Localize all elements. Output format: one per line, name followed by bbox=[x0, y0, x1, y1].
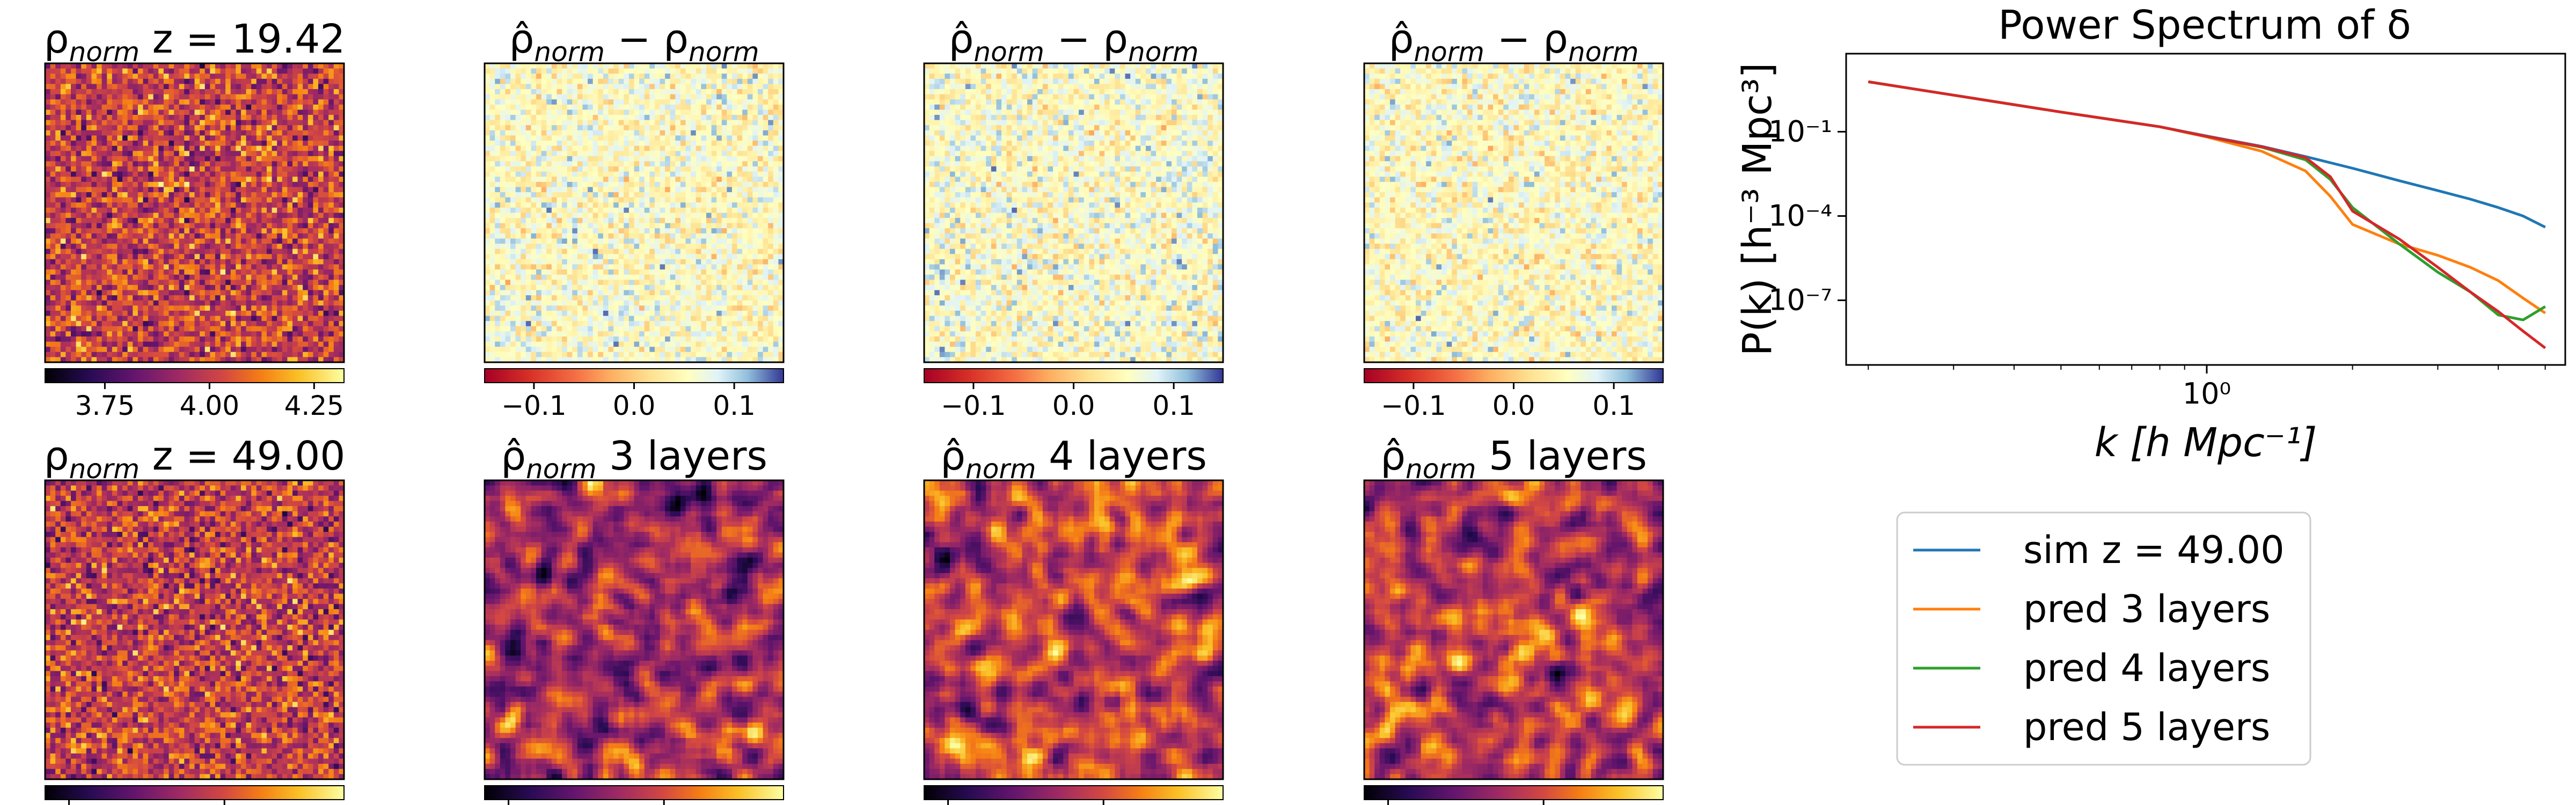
panel-title: ρ̂norm 4 layers bbox=[940, 433, 1207, 485]
heatmap bbox=[924, 480, 1224, 780]
heatmap-frame bbox=[484, 62, 785, 363]
colorbar-tick-label: −0.1 bbox=[941, 390, 1006, 421]
panel-title: ρnorm z = 49.00 bbox=[44, 433, 346, 485]
image-panels: ρnorm z = 19.42 3.75 4.00 4.25 ρ̂norm − ρnor… bbox=[44, 16, 1664, 805]
heatmap-frame bbox=[44, 479, 345, 780]
colorbar-tick-label: 0.0 bbox=[1052, 390, 1095, 421]
series-line-1 bbox=[1868, 80, 2546, 229]
colorbar-tick-label: 0.1 bbox=[1152, 390, 1195, 421]
heatmap bbox=[1364, 63, 1664, 363]
x-tick-label: 10⁰ bbox=[2183, 377, 2231, 411]
colorbar-tick-label: 0.0 bbox=[1492, 390, 1535, 421]
legend-label-3: pred 4 layers bbox=[2023, 646, 2270, 690]
heatmap-frame bbox=[1363, 479, 1664, 780]
heatmap bbox=[924, 63, 1224, 363]
heatmap bbox=[45, 63, 345, 363]
panel-top-2: ρ̂norm − ρnorm −0.1 0.0 0.1 bbox=[484, 16, 785, 421]
panel-bottom-2: ρ̂norm 3 layers bbox=[484, 433, 785, 805]
panel-title: ρ̂norm 3 layers bbox=[501, 433, 767, 485]
heatmap bbox=[485, 480, 784, 780]
panel-title: ρnorm z = 19.42 bbox=[44, 16, 346, 68]
y-tick-label: 10⁻¹ bbox=[1768, 114, 1832, 148]
colorbar-tick-label: 3.75 bbox=[75, 390, 135, 421]
heatmap-frame bbox=[484, 479, 785, 780]
colorbar bbox=[1364, 368, 1664, 383]
legend-frame bbox=[1896, 511, 2311, 766]
series-line-2 bbox=[1868, 80, 2546, 314]
panel-top-3: ρ̂norm − ρnorm −0.1 0.0 0.1 bbox=[923, 16, 1224, 421]
colorbar bbox=[484, 368, 784, 383]
y-axis-label: P(k) [h⁻³ Mpc³] bbox=[1735, 63, 1781, 356]
chart-title: Power Spectrum of δ bbox=[1998, 2, 2411, 48]
legend-label-2: pred 3 layers bbox=[2023, 587, 2270, 631]
series-line-3 bbox=[1868, 80, 2546, 321]
panel-title: ρ̂norm − ρnorm bbox=[509, 16, 759, 68]
x-axis-label: k [h Mpc⁻¹] bbox=[2095, 420, 2317, 466]
panel-top-4: ρ̂norm − ρnorm −0.1 0.0 0.1 bbox=[1363, 16, 1664, 421]
colorbar-tick-label: 4.25 bbox=[284, 390, 344, 421]
heatmap-frame bbox=[923, 62, 1224, 363]
heatmap-frame bbox=[44, 62, 345, 363]
colorbar bbox=[45, 368, 345, 383]
panel-top-1: ρnorm z = 19.42 3.75 4.00 4.25 bbox=[44, 16, 346, 421]
series-line-4 bbox=[1868, 80, 2546, 349]
heatmap-frame bbox=[1363, 62, 1664, 363]
colorbar bbox=[45, 785, 345, 800]
legend-label-4: pred 5 layers bbox=[2023, 705, 2270, 749]
chart-legend: sim z = 49.00 pred 3 layers pred 4 layers p… bbox=[1896, 511, 2311, 766]
colorbar-tick-label: 4.00 bbox=[180, 390, 239, 421]
panel-title: ρ̂norm − ρnorm bbox=[948, 16, 1198, 68]
heatmap bbox=[1364, 480, 1664, 780]
colorbar-tick-label: −0.1 bbox=[1381, 390, 1446, 421]
chart-axes-frame bbox=[1845, 53, 2566, 366]
colorbar-tick-label: 0.1 bbox=[713, 390, 756, 421]
colorbar bbox=[924, 785, 1224, 800]
y-tick-label: 10⁻⁴ bbox=[1768, 199, 1832, 232]
colorbar bbox=[484, 785, 784, 800]
chart-series-lines bbox=[1868, 80, 2546, 349]
heatmap bbox=[485, 63, 784, 363]
colorbar bbox=[1364, 785, 1664, 800]
power-spectrum-chart: Power Spectrum of δ 10⁰ 10⁻¹ 10⁻⁴ 10⁻⁷ k [h… bbox=[1735, 2, 2566, 466]
heatmap bbox=[45, 480, 345, 780]
panel-bottom-1: ρnorm z = 49.00 bbox=[44, 433, 346, 805]
y-tick-label: 10⁻⁷ bbox=[1768, 283, 1832, 317]
panel-title: ρ̂norm 5 layers bbox=[1380, 433, 1647, 485]
legend-items: sim z = 49.00 pred 3 layers pred 4 layers p… bbox=[1913, 528, 2285, 749]
panel-bottom-4: ρ̂norm 5 layers bbox=[1363, 433, 1664, 805]
panel-title: ρ̂norm − ρnorm bbox=[1388, 16, 1638, 68]
colorbar-tick-label: 0.0 bbox=[613, 390, 656, 421]
panel-bottom-3: ρ̂norm 4 layers bbox=[923, 433, 1224, 805]
colorbar-tick-label: −0.1 bbox=[501, 390, 566, 421]
heatmap-frame bbox=[923, 479, 1224, 780]
legend-label-1: sim z = 49.00 bbox=[2023, 528, 2285, 572]
chart-ticks: 10⁰ 10⁻¹ 10⁻⁴ 10⁻⁷ bbox=[1768, 114, 2546, 411]
colorbar bbox=[924, 368, 1224, 383]
colorbar-tick-label: 0.1 bbox=[1592, 390, 1635, 421]
